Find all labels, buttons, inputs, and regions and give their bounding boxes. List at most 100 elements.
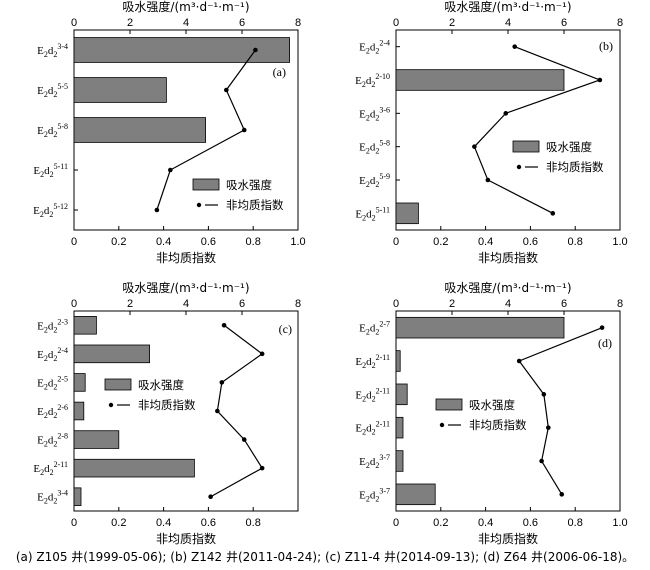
category-label: E2d22-11 bbox=[355, 420, 390, 437]
bottom-tick-label: 0 bbox=[71, 517, 77, 529]
bottom-tick-label: 0.6 bbox=[201, 236, 216, 248]
legend-label-line: 非均质指数 bbox=[226, 198, 284, 212]
category-label: E2d22-7 bbox=[359, 320, 390, 337]
top-tick-label: 8 bbox=[617, 298, 623, 310]
bar-water-intake bbox=[395, 383, 408, 406]
heterogeneity-point bbox=[253, 47, 258, 53]
line-heterogeneity-index bbox=[518, 327, 603, 495]
heterogeneity-point bbox=[599, 325, 605, 330]
bottom-axis-title: 非均质指数 bbox=[478, 531, 538, 546]
heterogeneity-point bbox=[208, 494, 213, 500]
heterogeneity-point bbox=[154, 207, 160, 213]
top-tick-label: 4 bbox=[183, 17, 189, 29]
category-label: E2d22-11 bbox=[355, 353, 390, 370]
heterogeneity-point bbox=[241, 437, 247, 442]
top-tick-label: 6 bbox=[239, 17, 245, 29]
figure-caption: (a) Z105 井(1999-05-06); (b) Z142 井(2011-… bbox=[15, 550, 635, 564]
bottom-tick-label: 1.0 bbox=[290, 236, 305, 248]
bottom-tick-label: 0.8 bbox=[568, 517, 583, 529]
legend-label-line: 非均质指数 bbox=[469, 418, 527, 432]
top-tick-label: 0 bbox=[71, 17, 77, 29]
bottom-tick-label: 0 bbox=[393, 517, 399, 529]
heterogeneity-point bbox=[224, 87, 229, 93]
category-label: E2d25-9 bbox=[359, 172, 390, 189]
legend-bar-swatch bbox=[104, 378, 132, 391]
heterogeneity-point bbox=[546, 425, 551, 430]
top-tick-label: 4 bbox=[505, 298, 511, 310]
chart-panel-3: 0 2 4 6 8 吸水强度/(m³·d⁻¹·m⁻¹) 0 0.2 0.4 0.6 0.8 非均质指数… bbox=[33, 280, 301, 546]
bottom-tick-label: 0.4 bbox=[156, 517, 171, 529]
category-label: E2d22-10 bbox=[355, 72, 390, 89]
top-tick-label: 0 bbox=[71, 298, 77, 310]
top-tick-label: 6 bbox=[561, 298, 567, 310]
bar-water-intake bbox=[395, 416, 404, 439]
figure: 0 2 4 6 8 吸水强度/(m³·d⁻¹·m⁻¹) 0 0.2 0.4 0.6 0.8 1.0 非均… bbox=[33, 0, 628, 546]
top-tick-label: 8 bbox=[295, 17, 301, 29]
heterogeneity-point bbox=[168, 167, 173, 173]
heterogeneity-point bbox=[485, 177, 491, 183]
line-heterogeneity-index bbox=[473, 46, 602, 214]
heterogeneity-point bbox=[550, 211, 556, 216]
legend-label-bar: 吸水强度 bbox=[226, 178, 272, 192]
bottom-tick-label: 0.8 bbox=[246, 236, 261, 248]
bar-water-intake bbox=[73, 487, 82, 506]
bottom-tick-label: 0.6 bbox=[201, 517, 216, 529]
category-label: E2d25-8 bbox=[37, 122, 68, 139]
bottom-tick-label: 0.4 bbox=[478, 236, 493, 248]
top-axis-title: 吸水强度/(m³·d⁻¹·m⁻¹) bbox=[444, 0, 571, 14]
heterogeneity-point bbox=[541, 392, 547, 397]
category-label: E2d22-8 bbox=[37, 432, 68, 449]
legend-bar-swatch bbox=[512, 140, 540, 153]
top-tick-label: 6 bbox=[561, 17, 567, 29]
legend-label-bar: 吸水强度 bbox=[138, 378, 184, 392]
chart-panel-1: 0 2 4 6 8 吸水强度/(m³·d⁻¹·m⁻¹) 0 0.2 0.4 0.6 0.8 1.0 非均… bbox=[33, 0, 306, 265]
bottom-axis-title: 非均质指数 bbox=[156, 531, 216, 546]
top-axis-title: 吸水强度/(m³·d⁻¹·m⁻¹) bbox=[444, 280, 571, 295]
bottom-tick-label: 0.2 bbox=[433, 236, 448, 248]
bottom-tick-label: 1.0 bbox=[612, 236, 627, 248]
panel-label: (b) bbox=[599, 39, 613, 53]
heterogeneity-point bbox=[259, 465, 265, 471]
bottom-tick-label: 0.2 bbox=[433, 517, 448, 529]
heterogeneity-point bbox=[539, 458, 544, 464]
top-tick-label: 4 bbox=[505, 17, 511, 29]
bottom-tick-label: 0.6 bbox=[523, 236, 538, 248]
panel-label: (a) bbox=[273, 65, 286, 79]
heterogeneity-point bbox=[241, 127, 247, 133]
category-label: E2d25-11 bbox=[33, 162, 68, 179]
legend-bar-swatch bbox=[435, 398, 463, 411]
bottom-tick-label: 0.8 bbox=[246, 517, 261, 529]
top-tick-label: 8 bbox=[617, 17, 623, 29]
legend-bar-swatch bbox=[192, 178, 220, 191]
category-label: E2d22-3 bbox=[37, 317, 68, 334]
legend-label-line: 非均质指数 bbox=[546, 160, 604, 174]
top-tick-label: 6 bbox=[239, 298, 245, 310]
top-tick-label: 2 bbox=[449, 17, 455, 29]
category-label: E2d22-4 bbox=[37, 346, 68, 363]
heterogeneity-point bbox=[472, 144, 477, 149]
category-label: E2d25-5 bbox=[37, 82, 68, 99]
legend-label-bar: 吸水强度 bbox=[469, 398, 515, 412]
category-label: E2d23-4 bbox=[37, 489, 68, 506]
category-label: E2d22-11 bbox=[355, 386, 390, 403]
heterogeneity-point bbox=[559, 492, 565, 497]
heterogeneity-point bbox=[219, 380, 225, 385]
heterogeneity-point bbox=[516, 358, 522, 364]
category-label: E2d23-4 bbox=[37, 42, 68, 59]
heterogeneity-point bbox=[259, 351, 265, 357]
panel-label: (d) bbox=[598, 336, 612, 350]
bottom-tick-label: 0.6 bbox=[523, 517, 538, 529]
category-label: E2d25-11 bbox=[355, 205, 390, 222]
chart-panel-4: 0 2 4 6 8 吸水强度/(m³·d⁻¹·m⁻¹) 0 0.2 0.4 0.6 0.8 1.0 非均… bbox=[355, 280, 627, 546]
legend-point-swatch bbox=[516, 164, 522, 170]
heterogeneity-point bbox=[215, 408, 220, 414]
heterogeneity-point bbox=[597, 77, 603, 83]
bar-water-intake bbox=[73, 77, 167, 103]
bar-water-intake bbox=[73, 344, 150, 364]
category-label: E2d23-6 bbox=[359, 105, 390, 122]
top-tick-label: 2 bbox=[127, 298, 133, 310]
legend-point-swatch bbox=[439, 422, 445, 428]
bottom-tick-label: 0.8 bbox=[568, 236, 583, 248]
